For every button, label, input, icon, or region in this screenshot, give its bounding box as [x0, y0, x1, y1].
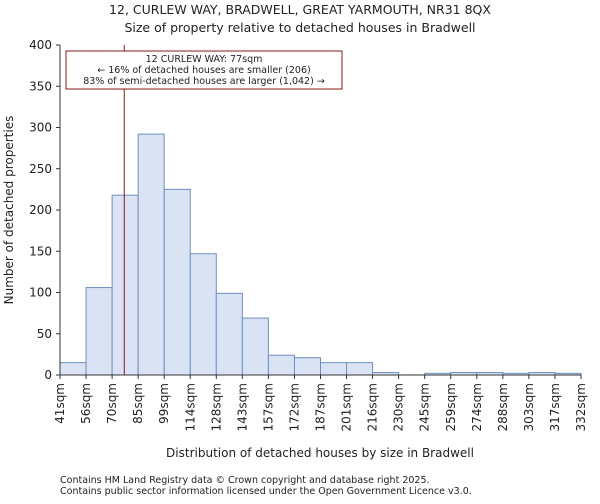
histogram-bar [85, 287, 113, 376]
y-tick-label: 100 [29, 286, 52, 300]
histogram-bar [59, 362, 87, 376]
chart-title-line1: 12, CURLEW WAY, BRADWELL, GREAT YARMOUTH… [109, 2, 491, 17]
bars-layer [59, 133, 582, 376]
x-tick-label: 56sqm [79, 383, 93, 424]
x-tick-label: 288sqm [496, 383, 510, 431]
x-tick-label: 245sqm [418, 383, 432, 431]
x-tick-label: 172sqm [287, 383, 301, 431]
chart-title-line2: Size of property relative to detached ho… [124, 20, 475, 35]
x-tick-label: 41sqm [53, 383, 67, 424]
y-tick-label: 350 [29, 79, 52, 93]
x-tick-label: 317sqm [548, 383, 562, 431]
y-tick-label: 50 [37, 327, 52, 341]
x-tick-label: 143sqm [235, 383, 249, 431]
annotation-box [65, 50, 343, 90]
histogram-bar [320, 362, 348, 376]
x-tick-label: 128sqm [209, 383, 223, 431]
y-tick-label: 200 [29, 203, 52, 217]
y-axis-label: Number of detached properties [2, 116, 16, 305]
x-tick-label: 332sqm [574, 383, 588, 431]
x-tick-label: 303sqm [522, 383, 536, 431]
histogram-bar [293, 357, 322, 376]
x-tick-label: 216sqm [366, 383, 380, 431]
x-tick-label: 157sqm [261, 383, 275, 431]
y-tick-label: 250 [29, 162, 52, 176]
footer-line1: Contains HM Land Registry data © Crown c… [60, 475, 430, 486]
x-tick-label: 70sqm [105, 383, 119, 424]
y-tick-label: 400 [29, 38, 52, 52]
annotation-line-3: 83% of semi-detached houses are larger (… [83, 76, 325, 87]
y-tick-label: 300 [29, 121, 52, 135]
histogram-bar [189, 253, 217, 376]
axes-layer: 0 50 100 150 200 250 300 350 400 41sqm 56sqm 70sqm 8… [29, 38, 588, 431]
histogram-bar [346, 362, 374, 376]
y-tick-label: 150 [29, 244, 52, 258]
x-tick-label: 259sqm [444, 383, 458, 431]
histogram-bar [111, 194, 139, 376]
x-tick-label: 230sqm [392, 383, 406, 431]
x-tick-label: 201sqm [340, 383, 354, 431]
marker-layer: 12 CURLEW WAY: 77sqm← 16% of detached ho… [65, 45, 343, 375]
footer-line2: Contains public sector information licen… [60, 486, 472, 497]
histogram-bar [267, 354, 295, 376]
y-tick-label: 0 [44, 368, 52, 382]
x-tick-label: 114sqm [183, 383, 197, 431]
x-tick-label: 274sqm [470, 383, 484, 431]
x-tick-label: 187sqm [314, 383, 328, 431]
annotation-line-1: 12 CURLEW WAY: 77sqm [146, 54, 263, 65]
x-tick-label: 85sqm [131, 383, 145, 424]
x-axis-label: Distribution of detached houses by size … [166, 446, 474, 460]
histogram-bar [163, 188, 191, 376]
histogram-bar [215, 292, 243, 376]
x-tick-label: 99sqm [157, 383, 171, 424]
histogram-bar [137, 133, 165, 376]
annotation-line-2: ← 16% of detached houses are smaller (20… [97, 65, 310, 76]
histogram-bar [241, 317, 269, 376]
